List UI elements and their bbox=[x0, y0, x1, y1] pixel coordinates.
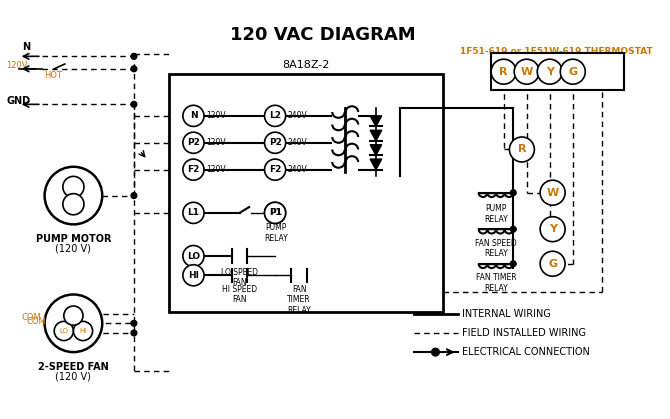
Text: COM: COM bbox=[27, 317, 46, 326]
Text: 240V: 240V bbox=[287, 138, 308, 147]
Circle shape bbox=[131, 101, 137, 107]
Text: FIELD INSTALLED WIRING: FIELD INSTALLED WIRING bbox=[462, 328, 586, 338]
Text: 2-SPEED FAN: 2-SPEED FAN bbox=[38, 362, 109, 372]
Circle shape bbox=[183, 105, 204, 127]
Text: G: G bbox=[568, 67, 578, 77]
Text: 8A18Z-2: 8A18Z-2 bbox=[283, 60, 330, 70]
Circle shape bbox=[74, 321, 92, 341]
Text: FAN
TIMER
RELAY: FAN TIMER RELAY bbox=[287, 285, 311, 315]
Circle shape bbox=[560, 59, 586, 84]
Bar bbox=[491, 54, 624, 90]
Text: LO SPEED
FAN: LO SPEED FAN bbox=[221, 268, 258, 287]
Text: Y: Y bbox=[546, 67, 553, 77]
Circle shape bbox=[131, 54, 137, 59]
Circle shape bbox=[63, 176, 84, 197]
Circle shape bbox=[183, 159, 204, 180]
Circle shape bbox=[265, 105, 285, 127]
Circle shape bbox=[491, 59, 516, 84]
Text: PUMP
RELAY: PUMP RELAY bbox=[264, 223, 288, 243]
Text: 240V: 240V bbox=[287, 111, 308, 120]
Text: L1: L1 bbox=[188, 208, 200, 217]
Text: P2: P2 bbox=[269, 138, 281, 147]
Circle shape bbox=[183, 265, 204, 286]
Circle shape bbox=[183, 246, 204, 266]
Circle shape bbox=[265, 132, 285, 153]
Text: (120 V): (120 V) bbox=[56, 371, 91, 381]
Text: 120 VAC DIAGRAM: 120 VAC DIAGRAM bbox=[230, 26, 416, 44]
Polygon shape bbox=[370, 116, 382, 127]
Text: F2: F2 bbox=[269, 165, 281, 174]
Circle shape bbox=[131, 330, 137, 336]
Text: P2: P2 bbox=[187, 138, 200, 147]
Polygon shape bbox=[370, 130, 382, 141]
Text: GND: GND bbox=[6, 96, 30, 106]
Text: P1: P1 bbox=[269, 208, 281, 217]
Text: N: N bbox=[190, 111, 197, 120]
Text: 1F51-619 or 1F51W-619 THERMOSTAT: 1F51-619 or 1F51W-619 THERMOSTAT bbox=[460, 47, 653, 56]
Circle shape bbox=[45, 295, 103, 352]
Text: HI: HI bbox=[79, 328, 86, 334]
Text: Y: Y bbox=[549, 224, 557, 234]
Circle shape bbox=[64, 306, 83, 325]
Circle shape bbox=[131, 193, 137, 199]
Text: W: W bbox=[521, 67, 533, 77]
Circle shape bbox=[511, 190, 516, 196]
Circle shape bbox=[54, 321, 74, 341]
Circle shape bbox=[431, 348, 440, 356]
Circle shape bbox=[131, 321, 137, 326]
Circle shape bbox=[63, 194, 84, 215]
Text: R: R bbox=[518, 145, 526, 155]
Circle shape bbox=[265, 202, 285, 223]
Text: 240V: 240V bbox=[287, 165, 308, 174]
Text: HOT: HOT bbox=[44, 71, 62, 80]
Text: FAN TIMER
RELAY: FAN TIMER RELAY bbox=[476, 273, 517, 293]
Circle shape bbox=[265, 159, 285, 180]
Text: LO: LO bbox=[60, 328, 68, 334]
Text: P1: P1 bbox=[269, 208, 281, 217]
Text: F2: F2 bbox=[188, 165, 200, 174]
Bar bbox=[170, 74, 443, 312]
Text: 120V: 120V bbox=[206, 111, 226, 120]
Circle shape bbox=[540, 251, 565, 276]
Text: 120V: 120V bbox=[6, 62, 27, 70]
Text: PUMP
RELAY: PUMP RELAY bbox=[484, 204, 508, 224]
Text: G: G bbox=[548, 259, 557, 269]
Polygon shape bbox=[370, 159, 382, 170]
Text: LO: LO bbox=[187, 251, 200, 261]
Text: W: W bbox=[547, 188, 559, 198]
Circle shape bbox=[537, 59, 562, 84]
Text: L2: L2 bbox=[269, 111, 281, 120]
Circle shape bbox=[265, 202, 285, 223]
Text: INTERNAL WIRING: INTERNAL WIRING bbox=[462, 309, 551, 319]
Text: HI SPEED
FAN: HI SPEED FAN bbox=[222, 285, 257, 304]
Circle shape bbox=[514, 59, 539, 84]
Circle shape bbox=[131, 66, 137, 72]
Text: ELECTRICAL CONNECTION: ELECTRICAL CONNECTION bbox=[462, 347, 590, 357]
Text: 120V: 120V bbox=[206, 138, 226, 147]
Text: PUMP MOTOR: PUMP MOTOR bbox=[36, 234, 111, 244]
Circle shape bbox=[511, 261, 516, 266]
Circle shape bbox=[540, 180, 565, 205]
Circle shape bbox=[183, 202, 204, 223]
Circle shape bbox=[511, 226, 516, 232]
Circle shape bbox=[540, 217, 565, 242]
Circle shape bbox=[183, 132, 204, 153]
Text: COM: COM bbox=[22, 313, 42, 322]
Text: R: R bbox=[499, 67, 508, 77]
Text: HI: HI bbox=[188, 271, 199, 280]
Text: 120V: 120V bbox=[206, 165, 226, 174]
Polygon shape bbox=[370, 145, 382, 155]
Text: N: N bbox=[23, 42, 31, 52]
Text: FAN SPEED
RELAY: FAN SPEED RELAY bbox=[475, 239, 517, 258]
Text: (120 V): (120 V) bbox=[56, 243, 91, 253]
Circle shape bbox=[45, 167, 103, 225]
Circle shape bbox=[509, 137, 535, 162]
